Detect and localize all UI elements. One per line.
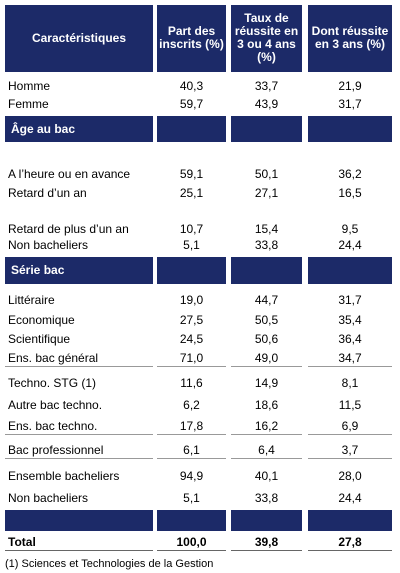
cell-value: 71,0 <box>157 347 226 367</box>
row-label: Retard de plus d’un an <box>8 222 129 236</box>
cell-value: 28,0 <box>338 469 362 483</box>
cell-value: 27,1 <box>254 186 279 200</box>
row-label: Autre bac techno. <box>8 398 103 412</box>
row-label: Bac professionnel <box>5 437 153 459</box>
cell-value: 43,9 <box>254 97 279 111</box>
total-label: Total <box>5 533 153 551</box>
row-label: Ens. bac techno. <box>5 413 153 435</box>
row-label: Ens. bac général <box>5 347 153 367</box>
cell-value: 40,3 <box>179 79 204 93</box>
cell-value: 34,7 <box>308 347 392 367</box>
cell-value: 5,1 <box>183 491 200 505</box>
total-value: 27,8 <box>308 533 392 551</box>
row-label: Techno. STG (1) <box>8 376 97 390</box>
column-header: Part des inscrits (%) <box>157 5 226 72</box>
cell-value: 6,4 <box>231 437 302 459</box>
cell-value: 33,7 <box>254 79 279 93</box>
section-band <box>308 116 392 142</box>
row-label: A l’heure ou en avance <box>8 167 131 181</box>
cell-value: 24,4 <box>338 238 362 252</box>
row-label: Homme <box>8 79 51 93</box>
cell-value: 6,2 <box>183 398 200 412</box>
section-header: Série bac <box>5 257 153 284</box>
cell-value: 16,5 <box>338 186 362 200</box>
section-header: Âge au bac <box>5 116 153 142</box>
cell-value: 36,4 <box>338 332 362 346</box>
cell-value: 16,2 <box>231 413 302 435</box>
row-label: Littéraire <box>8 293 55 307</box>
cell-value: 36,2 <box>338 167 362 181</box>
cell-value: 25,1 <box>179 186 204 200</box>
cell-value: 18,6 <box>254 398 279 412</box>
cell-value: 21,9 <box>338 79 362 93</box>
cell-value: 8,1 <box>341 376 359 390</box>
total-value: 39,8 <box>231 533 302 551</box>
cell-value: 27,5 <box>179 313 204 327</box>
cell-value: 33,8 <box>254 238 279 252</box>
separator-band <box>308 510 392 531</box>
section-band <box>231 116 302 142</box>
footnote: (1) Sciences et Technologies de la Gesti… <box>5 558 214 570</box>
cell-value: 10,7 <box>179 222 204 236</box>
row-label: Retard d’un an <box>8 186 87 200</box>
column-header: Caractéristiques <box>5 5 153 72</box>
cell-value: 33,8 <box>254 491 279 505</box>
row-label: Scientifique <box>8 332 71 346</box>
cell-value: 14,9 <box>254 376 279 390</box>
cell-value: 6,9 <box>308 413 392 435</box>
cell-value: 3,7 <box>308 437 392 459</box>
row-label: Non bacheliers <box>8 491 89 505</box>
cell-value: 59,7 <box>179 97 204 111</box>
cell-value: 31,7 <box>338 293 362 307</box>
cell-value: 50,6 <box>254 332 279 346</box>
cell-value: 24,4 <box>338 491 362 505</box>
cell-value: 17,8 <box>157 413 226 435</box>
cell-value: 15,4 <box>254 222 279 236</box>
cell-value: 6,1 <box>157 437 226 459</box>
row-label: Non bacheliers <box>8 238 89 252</box>
cell-value: 11,5 <box>338 398 362 412</box>
column-header: Taux de réussite en 3 ou 4 ans (%) <box>231 5 302 72</box>
cell-value: 40,1 <box>254 469 279 483</box>
cell-value: 11,6 <box>180 376 203 390</box>
separator-band <box>5 510 153 531</box>
row-label: Ensemble bacheliers <box>8 469 120 483</box>
section-band <box>157 116 226 142</box>
section-band <box>231 257 302 284</box>
total-value: 100,0 <box>157 533 226 551</box>
section-band <box>308 257 392 284</box>
cell-value: 49,0 <box>231 347 302 367</box>
cell-value: 94,9 <box>179 469 204 483</box>
cell-value: 19,0 <box>179 293 204 307</box>
row-label: Economique <box>8 313 75 327</box>
cell-value: 44,7 <box>254 293 279 307</box>
cell-value: 31,7 <box>338 97 362 111</box>
separator-band <box>157 510 226 531</box>
section-band <box>157 257 226 284</box>
cell-value: 5,1 <box>183 238 200 252</box>
column-header: Dont réussite en 3 ans (%) <box>308 5 392 72</box>
cell-value: 50,1 <box>254 167 279 181</box>
cell-value: 24,5 <box>179 332 204 346</box>
separator-band <box>231 510 302 531</box>
cell-value: 9,5 <box>341 222 359 236</box>
row-label: Femme <box>8 97 49 111</box>
cell-value: 35,4 <box>338 313 362 327</box>
cell-value: 59,1 <box>179 167 204 181</box>
cell-value: 50,5 <box>254 313 279 327</box>
